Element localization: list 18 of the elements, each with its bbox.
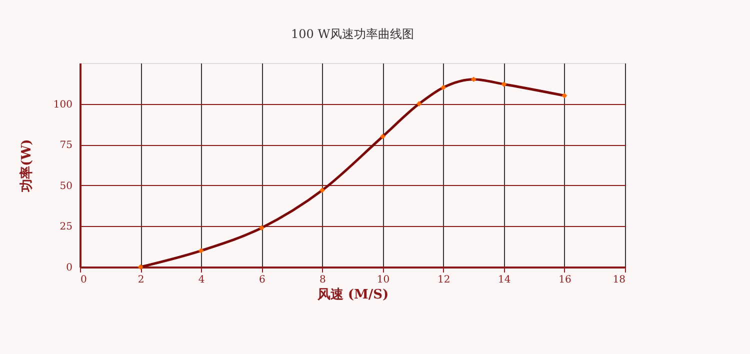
y-tick-label: 25 <box>60 222 72 233</box>
x-tick-label: 2 <box>138 274 144 286</box>
x-tick-label: 18 <box>612 274 626 286</box>
x-axis-title: 风速 (M/S) <box>316 288 389 302</box>
x-tick-label: 14 <box>498 274 511 286</box>
x-tick-label: 0 <box>80 274 87 286</box>
x-tick-label: 4 <box>198 274 205 286</box>
x-tick-label: 10 <box>376 274 390 286</box>
x-tick-label: 16 <box>558 274 572 286</box>
y-tick-label: 100 <box>53 99 72 110</box>
y-tick-label: 0 <box>66 262 72 274</box>
chart-title: 100 W风速功率曲线图 <box>290 27 414 41</box>
x-tick-label: 6 <box>258 274 266 286</box>
x-tick-label: 12 <box>437 274 450 286</box>
y-axis-title: 功率(W) <box>18 139 34 193</box>
y-tick-label: 75 <box>60 140 72 152</box>
x-tick-label: 8 <box>320 274 326 286</box>
y-tick-label: 50 <box>60 180 72 192</box>
